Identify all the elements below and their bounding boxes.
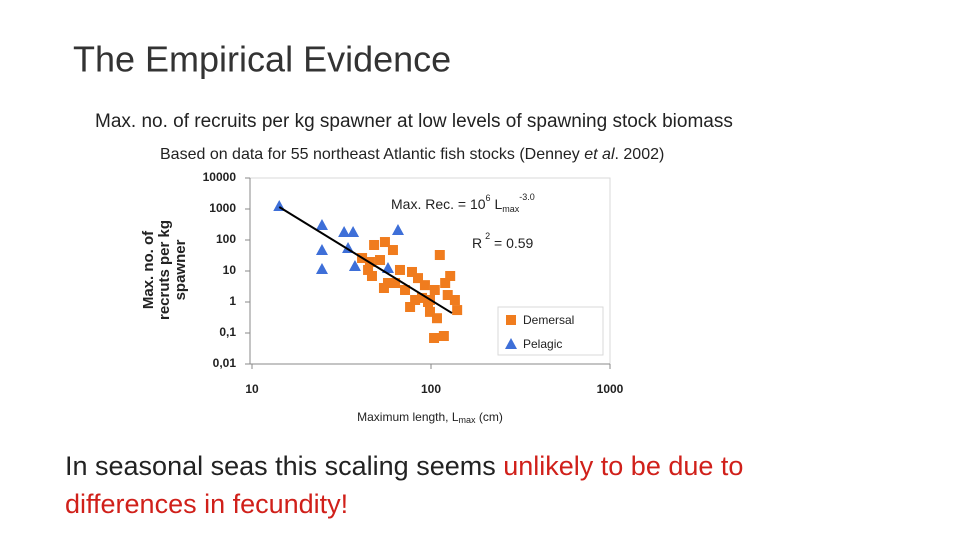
y-label-line: spawner (172, 239, 189, 300)
slide-title: The Empirical Evidence (73, 39, 451, 80)
point (429, 332, 440, 343)
legend-label: Pelagic (523, 337, 562, 351)
legend-label: Demersal (523, 313, 574, 327)
y-tick-label: 10 (223, 263, 237, 277)
conclusion-part: In seasonal seas this scaling seems (65, 451, 503, 481)
y-tick-label: 100 (216, 232, 236, 246)
equation-part: max (502, 204, 520, 214)
point (363, 264, 374, 275)
point (440, 278, 451, 289)
point (390, 278, 401, 289)
point (419, 280, 430, 291)
point (445, 270, 456, 281)
point (338, 226, 351, 238)
point (348, 259, 361, 271)
equation-part: -3.0 (519, 192, 535, 202)
y-label-line: Max. no. of (140, 230, 157, 309)
y-label-line: recruts per kg (156, 220, 173, 320)
x-label-part: max (459, 415, 477, 425)
conclusion-part: unlikely to be due to (503, 451, 743, 481)
source-part: . 2002) (615, 146, 665, 163)
point (417, 292, 428, 303)
x-label-part: Maximum length, L (357, 410, 459, 424)
y-axis-label: Max. no. of recruts per kg spawner (140, 220, 189, 320)
point (434, 250, 445, 261)
y-tick-label: 0,1 (219, 325, 236, 339)
source-part: et al (584, 146, 615, 163)
point (400, 284, 411, 295)
point (422, 297, 433, 307)
point (391, 224, 404, 236)
point (387, 245, 398, 256)
equation-part: Max. Rec. = 10 (391, 196, 486, 212)
point (366, 270, 377, 281)
y-tick-label: 10000 (203, 170, 237, 184)
point (412, 273, 423, 284)
r-squared-part: = 0.59 (490, 235, 533, 251)
point (381, 261, 394, 273)
point (379, 237, 390, 248)
r-squared-part: 2 (485, 231, 490, 241)
point (410, 295, 421, 306)
point (394, 264, 405, 275)
point (347, 226, 360, 238)
point (315, 218, 328, 230)
point (452, 305, 463, 316)
y-tick-label: 1 (229, 294, 236, 308)
point (429, 284, 440, 295)
point (315, 244, 328, 256)
legend-marker (506, 315, 516, 325)
point (375, 255, 386, 266)
point (369, 239, 380, 250)
point (315, 263, 328, 275)
x-tick-label: 1000 (597, 382, 624, 396)
point (431, 313, 442, 324)
x-axis-label: Maximum length, Lmax (cm) (357, 410, 503, 425)
equation-part: 6 (486, 193, 491, 203)
x-label-part: (cm) (476, 410, 503, 424)
point (406, 266, 417, 277)
point (442, 290, 453, 301)
equation-part: L (491, 196, 503, 212)
conclusion: differences in fecundity! (65, 489, 348, 519)
point (405, 301, 416, 312)
y-tick-label: 1000 (209, 201, 236, 215)
equation: Max. Rec. = 106 Lmax -3.0 (391, 192, 535, 214)
conclusion: In seasonal seas this scaling seems unli… (65, 451, 743, 481)
x-tick-label: 100 (421, 382, 441, 396)
point (438, 331, 449, 342)
legend-marker (505, 338, 517, 349)
point (378, 282, 389, 293)
subtitle: Max. no. of recruits per kg spawner at l… (95, 111, 733, 132)
source-note: Based on data for 55 northeast Atlantic … (160, 146, 664, 163)
fit-line (278, 206, 453, 314)
source-part: Based on data for 55 northeast Atlantic … (160, 146, 584, 163)
r-squared-part: R (472, 235, 482, 251)
y-tick-label: 0,01 (213, 356, 237, 370)
point (424, 306, 435, 317)
point (449, 295, 460, 306)
x-tick-label: 10 (245, 382, 259, 396)
